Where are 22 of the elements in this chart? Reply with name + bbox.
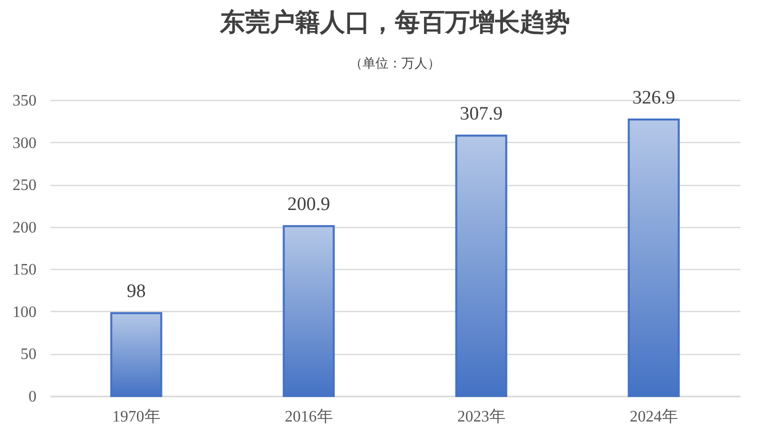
y-tick-label: 150 — [12, 262, 36, 279]
x-tick-label: 2016年 — [284, 408, 333, 426]
chart-subtitle: （单位：万人） — [350, 56, 440, 71]
y-tick-label: 200 — [12, 219, 36, 236]
x-tick-label: 2023年 — [457, 408, 506, 426]
y-tick-label: 300 — [12, 134, 36, 152]
data-label: 200.9 — [287, 194, 330, 216]
bar — [455, 134, 508, 397]
data-label: 307.9 — [460, 104, 503, 125]
bar — [110, 312, 162, 397]
x-tick-label: 2024年 — [630, 408, 678, 426]
y-tick-label: 350 — [12, 92, 36, 110]
y-tick-label: 50 — [20, 346, 36, 364]
y-tick-label: 250 — [12, 177, 36, 194]
y-tick-label: 100 — [12, 304, 36, 321]
chart-title: 东莞户籍人口，每百万增长趋势 — [219, 8, 570, 37]
y-tick-label: 0 — [28, 388, 36, 406]
x-tick-label: 1970年 — [112, 408, 160, 426]
data-label: 98 — [126, 281, 146, 302]
bar — [628, 118, 680, 397]
bar — [282, 225, 335, 397]
data-label: 326.9 — [632, 88, 676, 109]
